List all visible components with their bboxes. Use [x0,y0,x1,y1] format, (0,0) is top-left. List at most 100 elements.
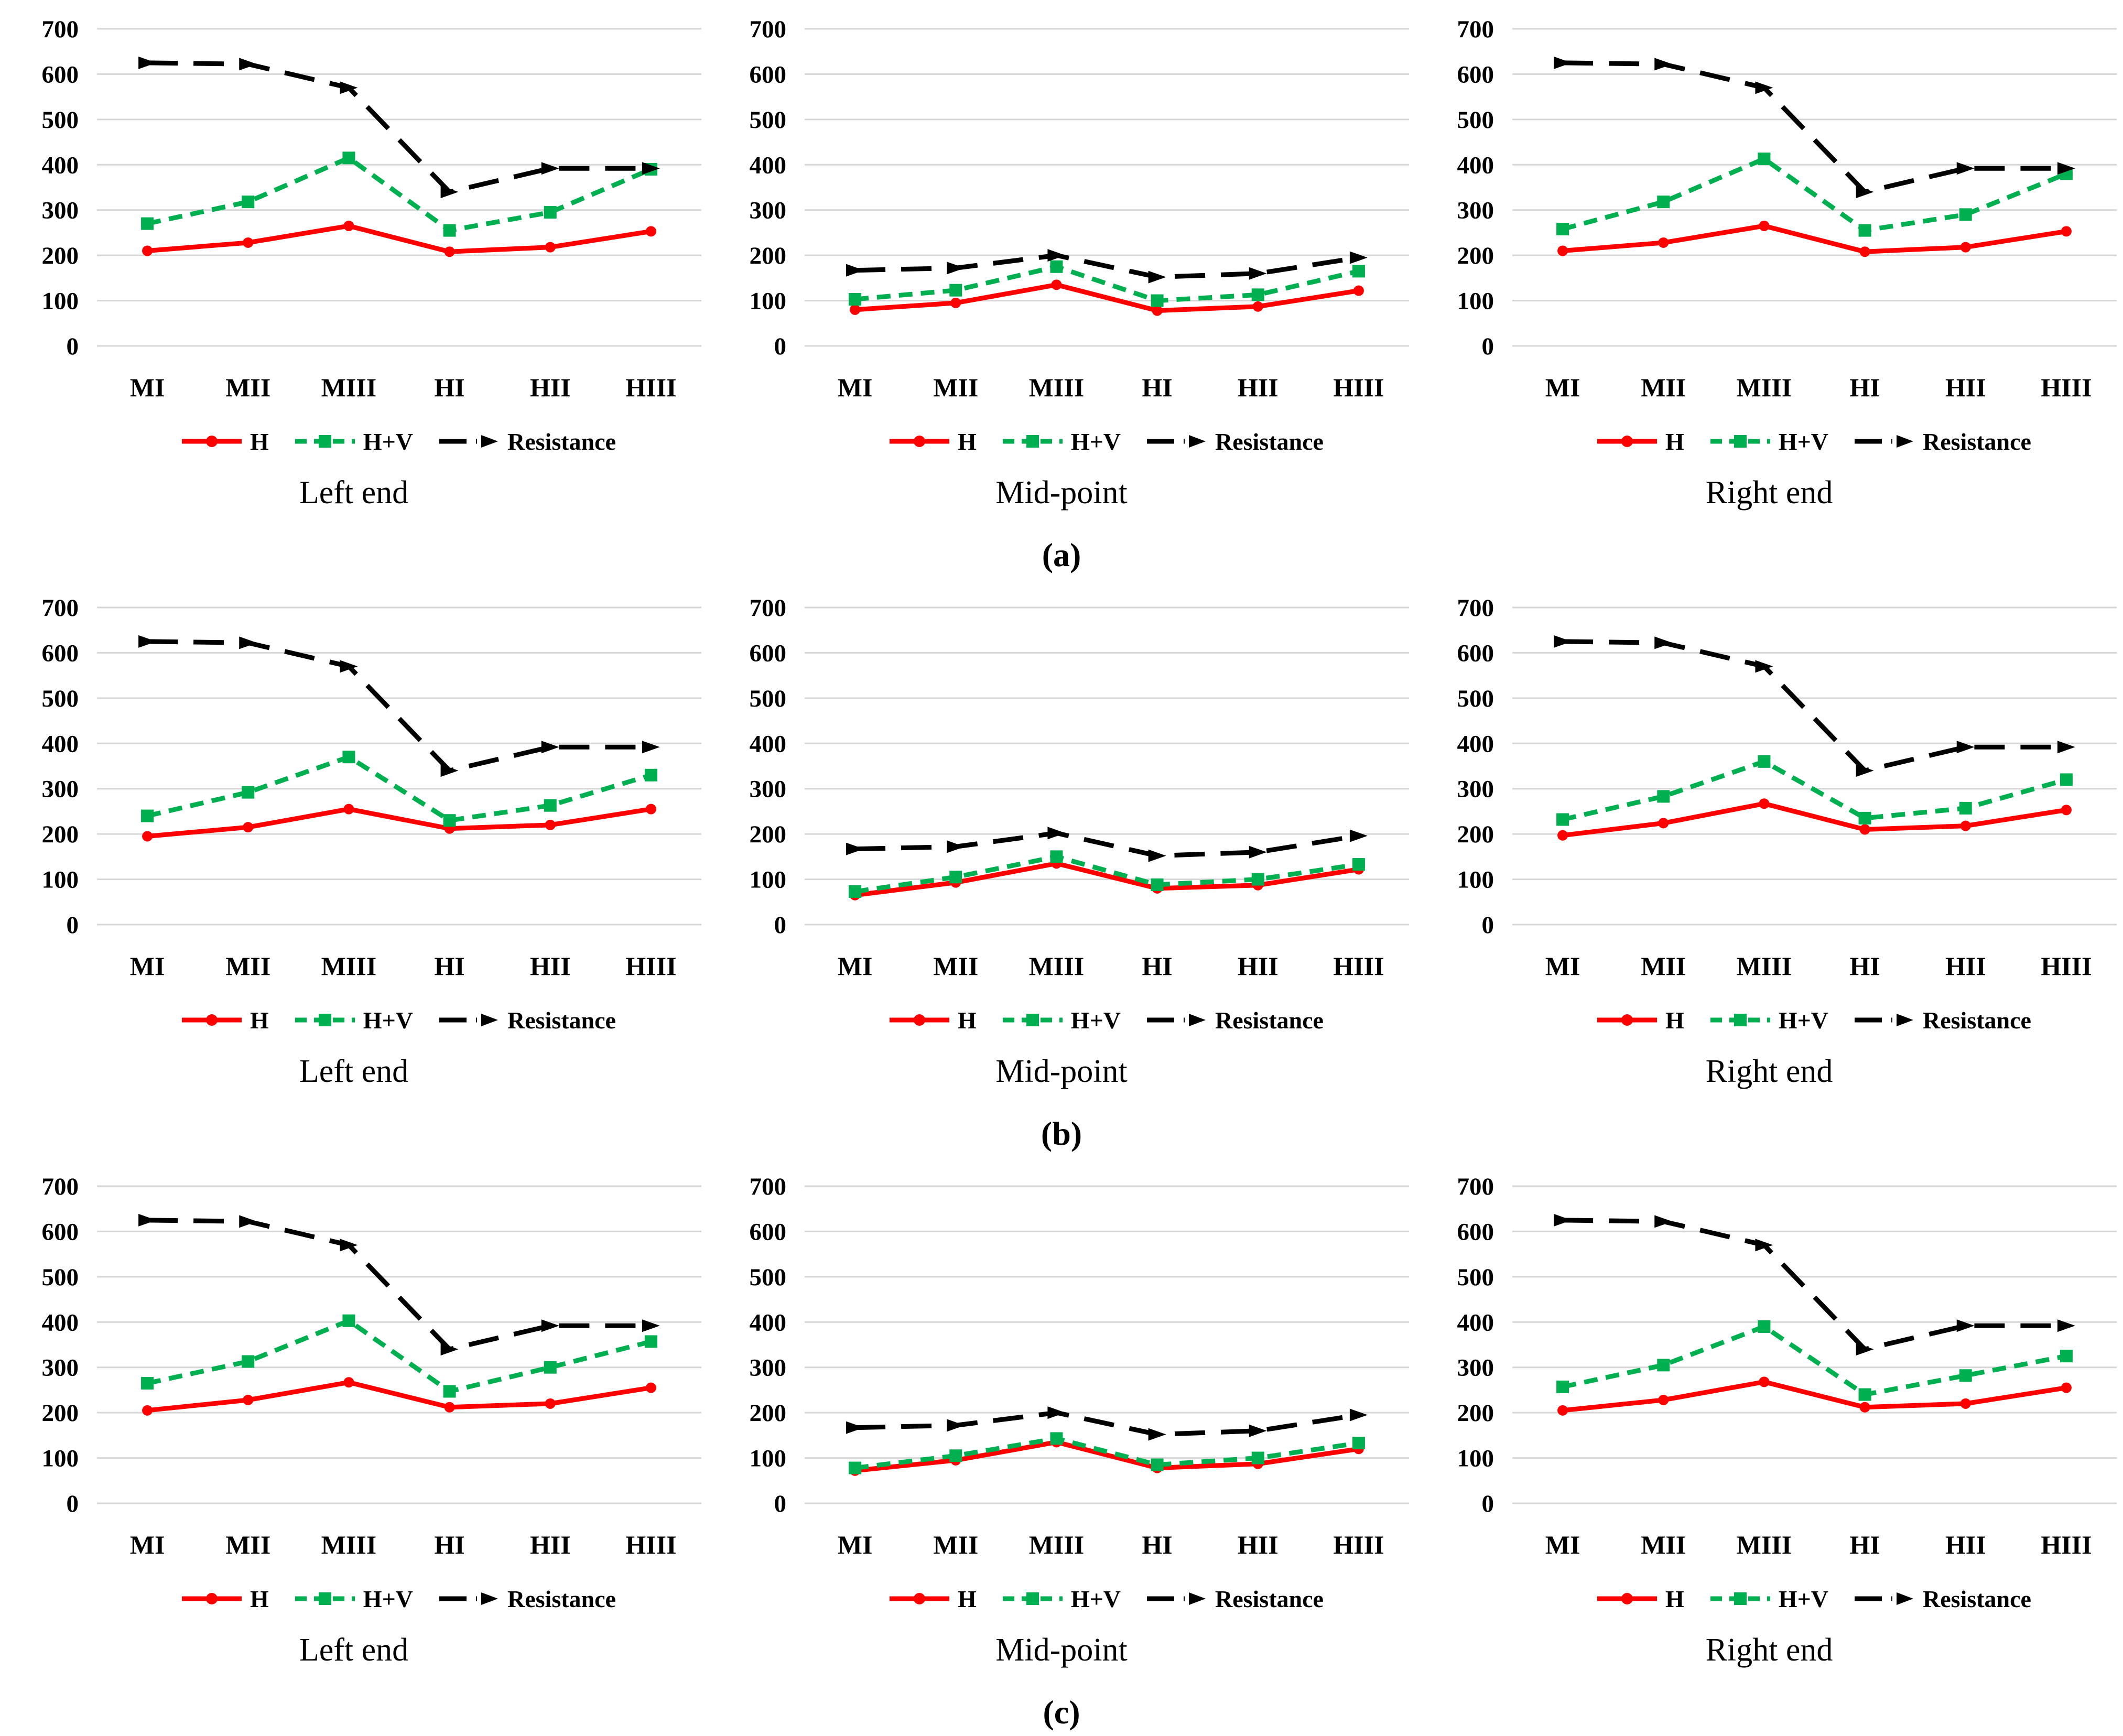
data-point-triangle [1654,58,1673,71]
y-tick-label: 600 [750,639,787,667]
data-point-circle [1960,1398,1971,1409]
legend-item: H [181,1006,269,1034]
data-point-square [2060,1350,2073,1363]
legend-swatch-triangle-icon [1147,1014,1206,1026]
y-tick-label: 600 [750,61,787,88]
line-chart: 0 100 200 300 400 500 600 700 MI MII MIII HI HII HIII [42,16,701,402]
line-chart: 0 100 200 300 400 500 600 700 MI MII MIII HI HII HIII [1457,1173,2117,1559]
x-tick-label: HI [1142,1530,1172,1559]
legend-item: Resistance [1854,428,2031,455]
x-tick-label: MIII [1029,951,1085,981]
x-tick-label: MI [838,951,873,981]
legend-label: H [958,1585,977,1612]
data-point-square [949,284,962,297]
y-tick-label: 100 [42,288,79,315]
data-point-square [1758,755,1771,768]
legend-swatch-circle-icon [182,1014,242,1026]
legend-item: H [1596,428,1684,455]
chart-panel-b-left-end: 0 100 200 300 400 500 600 700 MI MII MIII HI HII HIII… [0,579,708,1110]
data-point-square [443,814,456,827]
line-chart: 0 100 200 300 400 500 600 700 MI MII MIII HI HII HIII [750,1173,1409,1559]
legend-swatch-square-icon [1710,435,1770,448]
data-point-triangle [1654,1215,1673,1228]
legend-item: H+V [1002,1006,1121,1034]
x-tick-label: HI [1849,1530,1880,1559]
data-point-circle [545,819,556,830]
data-point-square [1151,878,1164,891]
legend-label: H [1665,1006,1684,1034]
x-tick-label: MII [1641,1530,1686,1559]
x-tick-label: MIII [321,373,377,402]
y-tick-label: 300 [1457,776,1494,803]
series-line [1563,1218,2066,1352]
data-point-square [1151,1458,1164,1471]
y-tick-label: 600 [750,1218,787,1245]
x-tick-label: MIII [321,1530,377,1559]
data-point-circle [343,220,354,231]
data-point-square [443,1385,456,1398]
data-point-square [544,206,557,219]
panel-label-a: (a) [1042,536,1081,573]
y-tick-label: 0 [67,333,79,360]
x-tick-label: HI [434,373,464,402]
data-point-triangle [642,1319,660,1332]
data-point-circle [1759,798,1770,809]
y-tick-label: 100 [750,1445,787,1472]
data-point-square [1959,1369,1972,1382]
data-point-circle [1859,1402,1870,1413]
data-point-triangle [440,186,459,199]
data-point-square [242,196,255,209]
x-tick-label: HIII [625,1530,676,1559]
data-point-square [1050,1432,1063,1445]
chart-legend: H H+V Resistance [68,996,729,1044]
y-tick-label: 300 [42,776,79,803]
y-tick-label: 700 [42,594,79,622]
data-point-triangle [947,840,965,853]
y-tick-label: 200 [1457,1399,1494,1427]
data-point-square [849,292,862,306]
x-tick-label: MII [933,373,978,402]
y-tick-label: 0 [67,912,79,939]
data-point-circle [850,304,861,315]
series-line [147,155,652,233]
series-line [1562,1379,2067,1413]
legend-label: H [250,428,269,455]
x-tick-label: MII [225,951,270,981]
series-line [854,861,1359,898]
y-tick-label: 400 [750,1309,787,1336]
data-point-circle [343,1377,354,1388]
series-line [147,754,652,823]
data-point-square [644,1335,657,1348]
y-tick-label: 500 [42,1264,79,1291]
series-line [1563,60,2066,195]
y-tick-label: 500 [42,106,79,134]
x-tick-label: HIII [625,951,676,981]
x-tick-label: MII [933,1530,978,1559]
data-point-triangle [1047,249,1066,262]
data-point-triangle [947,1419,965,1432]
series-line [147,1318,652,1394]
data-point-square [544,1361,557,1374]
legend-item: H+V [294,1585,413,1613]
data-point-circle [2061,226,2072,237]
data-point-triangle [1755,660,1773,673]
legend-item: H [181,1585,269,1613]
panel-label-c: (c) [1043,1694,1080,1731]
data-point-square [849,1461,862,1474]
legend-swatch-circle-icon [1597,1593,1658,1604]
data-point-square [1151,294,1164,307]
data-point-square [1959,801,1972,815]
y-tick-label: 300 [1457,197,1494,224]
chart-legend: H H+V Resistance [1483,1575,2123,1623]
legend-swatch-triangle-icon [1147,1592,1206,1605]
chart-legend: H H+V Resistance [68,417,729,465]
x-tick-label: HIII [2041,951,2092,981]
data-point-triangle [239,1215,257,1228]
series-line [854,282,1359,313]
x-tick-label: MII [1641,951,1686,981]
y-tick-label: 500 [750,106,787,134]
data-point-triangle [1856,764,1874,777]
legend-label: Resistance [1215,428,1324,455]
data-point-triangle [947,262,965,275]
chart-panel-c-right-end: 0 100 200 300 400 500 600 700 MI MII MIII HI HII HIII… [1415,1157,2123,1689]
